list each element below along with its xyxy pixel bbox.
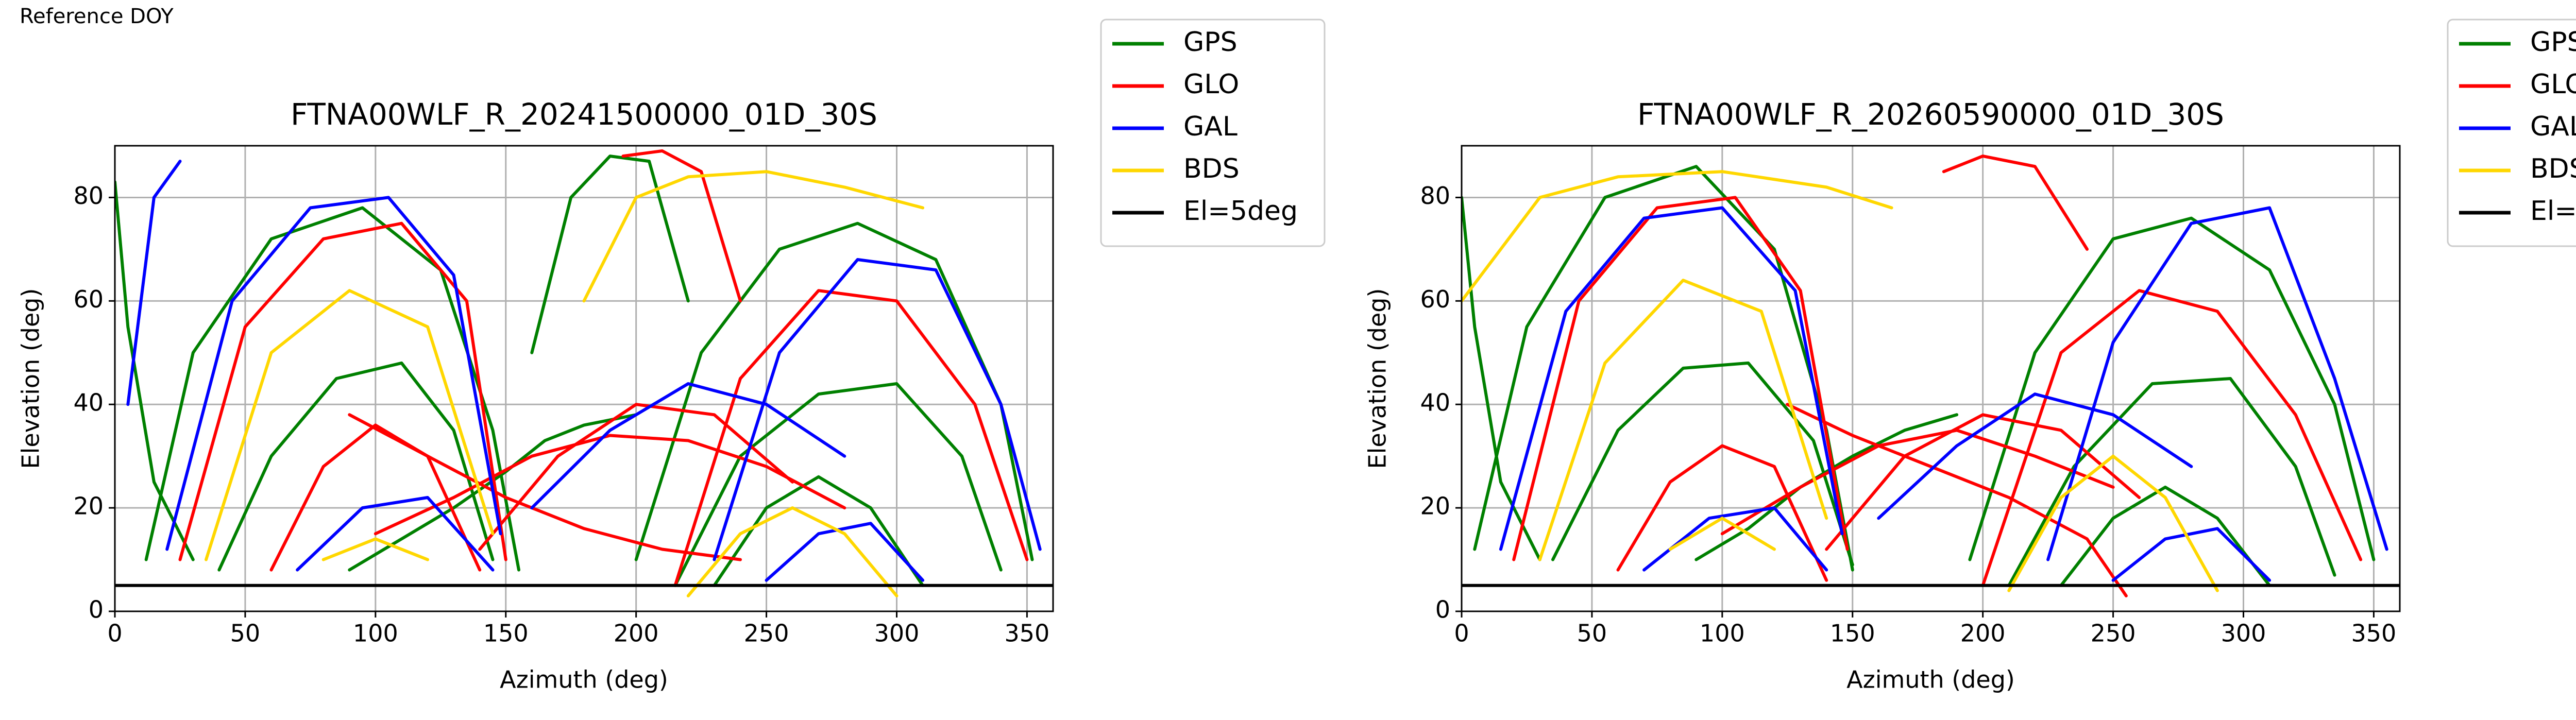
series-line (205, 170, 925, 597)
y-tick-label: 20 (73, 492, 104, 520)
x-tick-label: 100 (1700, 620, 1745, 647)
y-tick-label: 80 (1420, 182, 1450, 210)
legend-frame (1100, 19, 1326, 247)
x-axis-label: Azimuth (deg) (500, 666, 668, 694)
plot-area (1462, 146, 2400, 611)
series-line (178, 149, 1029, 587)
x-tick-label: 300 (2221, 620, 2266, 647)
y-tick-label: 40 (73, 389, 104, 417)
chart-title: FTNA00WLF_R_20260590000_01D_30S (1637, 97, 2224, 132)
legend-label: GPS (2530, 27, 2576, 58)
series-line (115, 155, 1034, 587)
x-tick-label: 150 (1830, 620, 1875, 647)
x-axis-label: Azimuth (deg) (1846, 666, 2015, 694)
chart-title: FTNA00WLF_R_20241500000_01D_30S (291, 97, 877, 132)
series-line (1499, 206, 2388, 582)
figure-label: Reference DOY (20, 5, 174, 28)
series-line (1512, 155, 2363, 597)
legend-label: BDS (2530, 153, 2576, 184)
legend-label: GLO (1183, 69, 1239, 100)
legend-frame (2447, 19, 2576, 247)
x-tick-label: 350 (1005, 620, 1050, 647)
series-group (115, 149, 1053, 597)
y-axis-label: Elevation (deg) (17, 288, 45, 469)
x-tick-label: 100 (353, 620, 398, 647)
series-group (1462, 155, 2400, 597)
legend-label: GAL (1183, 111, 1238, 142)
series-line (126, 160, 1042, 582)
legend-label: El=5deg (2530, 196, 2576, 227)
x-tick-label: 0 (1454, 620, 1469, 647)
x-tick-label: 250 (744, 620, 789, 647)
axes-frame (1461, 145, 2401, 612)
x-tick-label: 50 (1577, 620, 1607, 647)
x-tick-label: 350 (2351, 620, 2397, 647)
x-tick-label: 0 (107, 620, 122, 647)
legend-label: GAL (2530, 111, 2576, 142)
legend-label: El=5deg (1183, 196, 1298, 227)
y-tick-label: 60 (73, 285, 104, 313)
y-tick-label: 20 (1420, 492, 1450, 520)
x-tick-label: 250 (2091, 620, 2136, 647)
series-line (1462, 165, 2376, 587)
y-tick-label: 60 (1420, 285, 1450, 313)
x-tick-label: 200 (614, 620, 659, 647)
x-tick-label: 50 (230, 620, 261, 647)
y-axis-label: Elevation (deg) (1364, 288, 1392, 469)
legend-label: GPS (1183, 27, 1238, 58)
series-line (1462, 170, 2219, 592)
y-tick-label: 80 (73, 182, 104, 210)
axes-frame (114, 145, 1054, 612)
x-tick-label: 300 (874, 620, 920, 647)
legend-label: BDS (1183, 153, 1240, 184)
y-tick-label: 0 (89, 596, 104, 624)
y-tick-label: 0 (1435, 596, 1450, 624)
legend-label: GLO (2530, 69, 2576, 100)
x-tick-label: 150 (483, 620, 529, 647)
y-tick-label: 40 (1420, 389, 1450, 417)
plot-area (115, 146, 1053, 611)
x-tick-label: 200 (1960, 620, 2006, 647)
